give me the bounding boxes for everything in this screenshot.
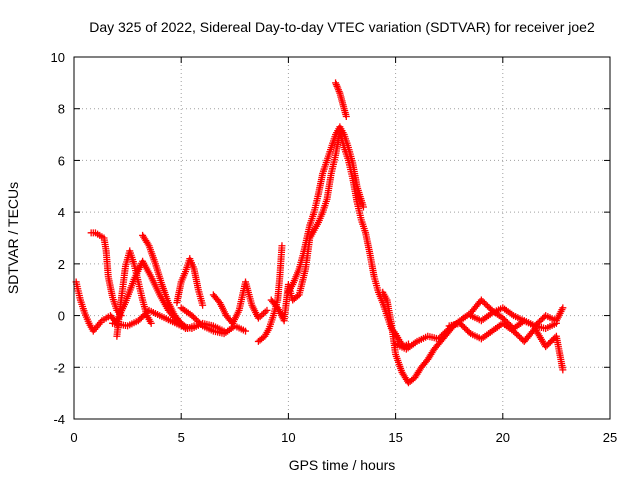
data-point (197, 320, 205, 328)
data-point (258, 311, 266, 319)
data-point (263, 306, 271, 314)
data-point (559, 304, 567, 312)
series-prn_b (87, 229, 125, 320)
y-tick-label: 2 (58, 257, 65, 272)
y-tick-label: -2 (53, 360, 65, 375)
x-axis-label: GPS time / hours (289, 457, 396, 473)
series-prn_f (173, 255, 207, 309)
series-prn_m (332, 79, 350, 120)
data-point (342, 112, 350, 120)
x-tick-label: 5 (178, 430, 185, 445)
data-point (559, 366, 567, 374)
series-prn_p (445, 319, 567, 374)
series-prn_j (254, 242, 286, 345)
y-tick-label: 0 (58, 309, 65, 324)
axis-ticks: 0 5 10 15 20 25 -4 -2 0 2 4 6 8 10 (51, 50, 618, 445)
x-tick-label: 25 (603, 430, 617, 445)
data-point (261, 308, 269, 316)
series-prn_n (379, 288, 457, 387)
x-tick-label: 0 (70, 430, 77, 445)
series-prn_q (467, 304, 567, 330)
plot-frame (73, 56, 611, 420)
data-point (199, 301, 207, 309)
series-prn_d (113, 257, 189, 332)
data-point (465, 328, 473, 336)
y-axis-label: SDTVAR / TECUs (5, 182, 21, 294)
y-tick-label: 6 (58, 153, 65, 168)
chart-title: Day 325 of 2022, Sidereal Day-to-day VTE… (89, 19, 595, 35)
series-prn_i (209, 278, 271, 327)
data-point (242, 327, 250, 335)
series-prn_l (284, 123, 367, 296)
x-tick-label: 10 (281, 430, 295, 445)
x-tick-label: 15 (388, 430, 402, 445)
y-tick-label: 10 (51, 50, 65, 65)
y-tick-label: 8 (58, 102, 65, 117)
series-prn_h (177, 304, 250, 338)
series-prn_a (72, 278, 121, 335)
y-tick-label: 4 (58, 205, 65, 220)
data-point (278, 242, 286, 250)
data-points (72, 79, 567, 387)
data-point (359, 203, 367, 211)
data-point (260, 310, 268, 318)
y-tick-label: -4 (53, 412, 65, 427)
x-tick-label: 20 (496, 430, 510, 445)
series-prn_o (392, 296, 560, 353)
data-point (147, 319, 155, 327)
